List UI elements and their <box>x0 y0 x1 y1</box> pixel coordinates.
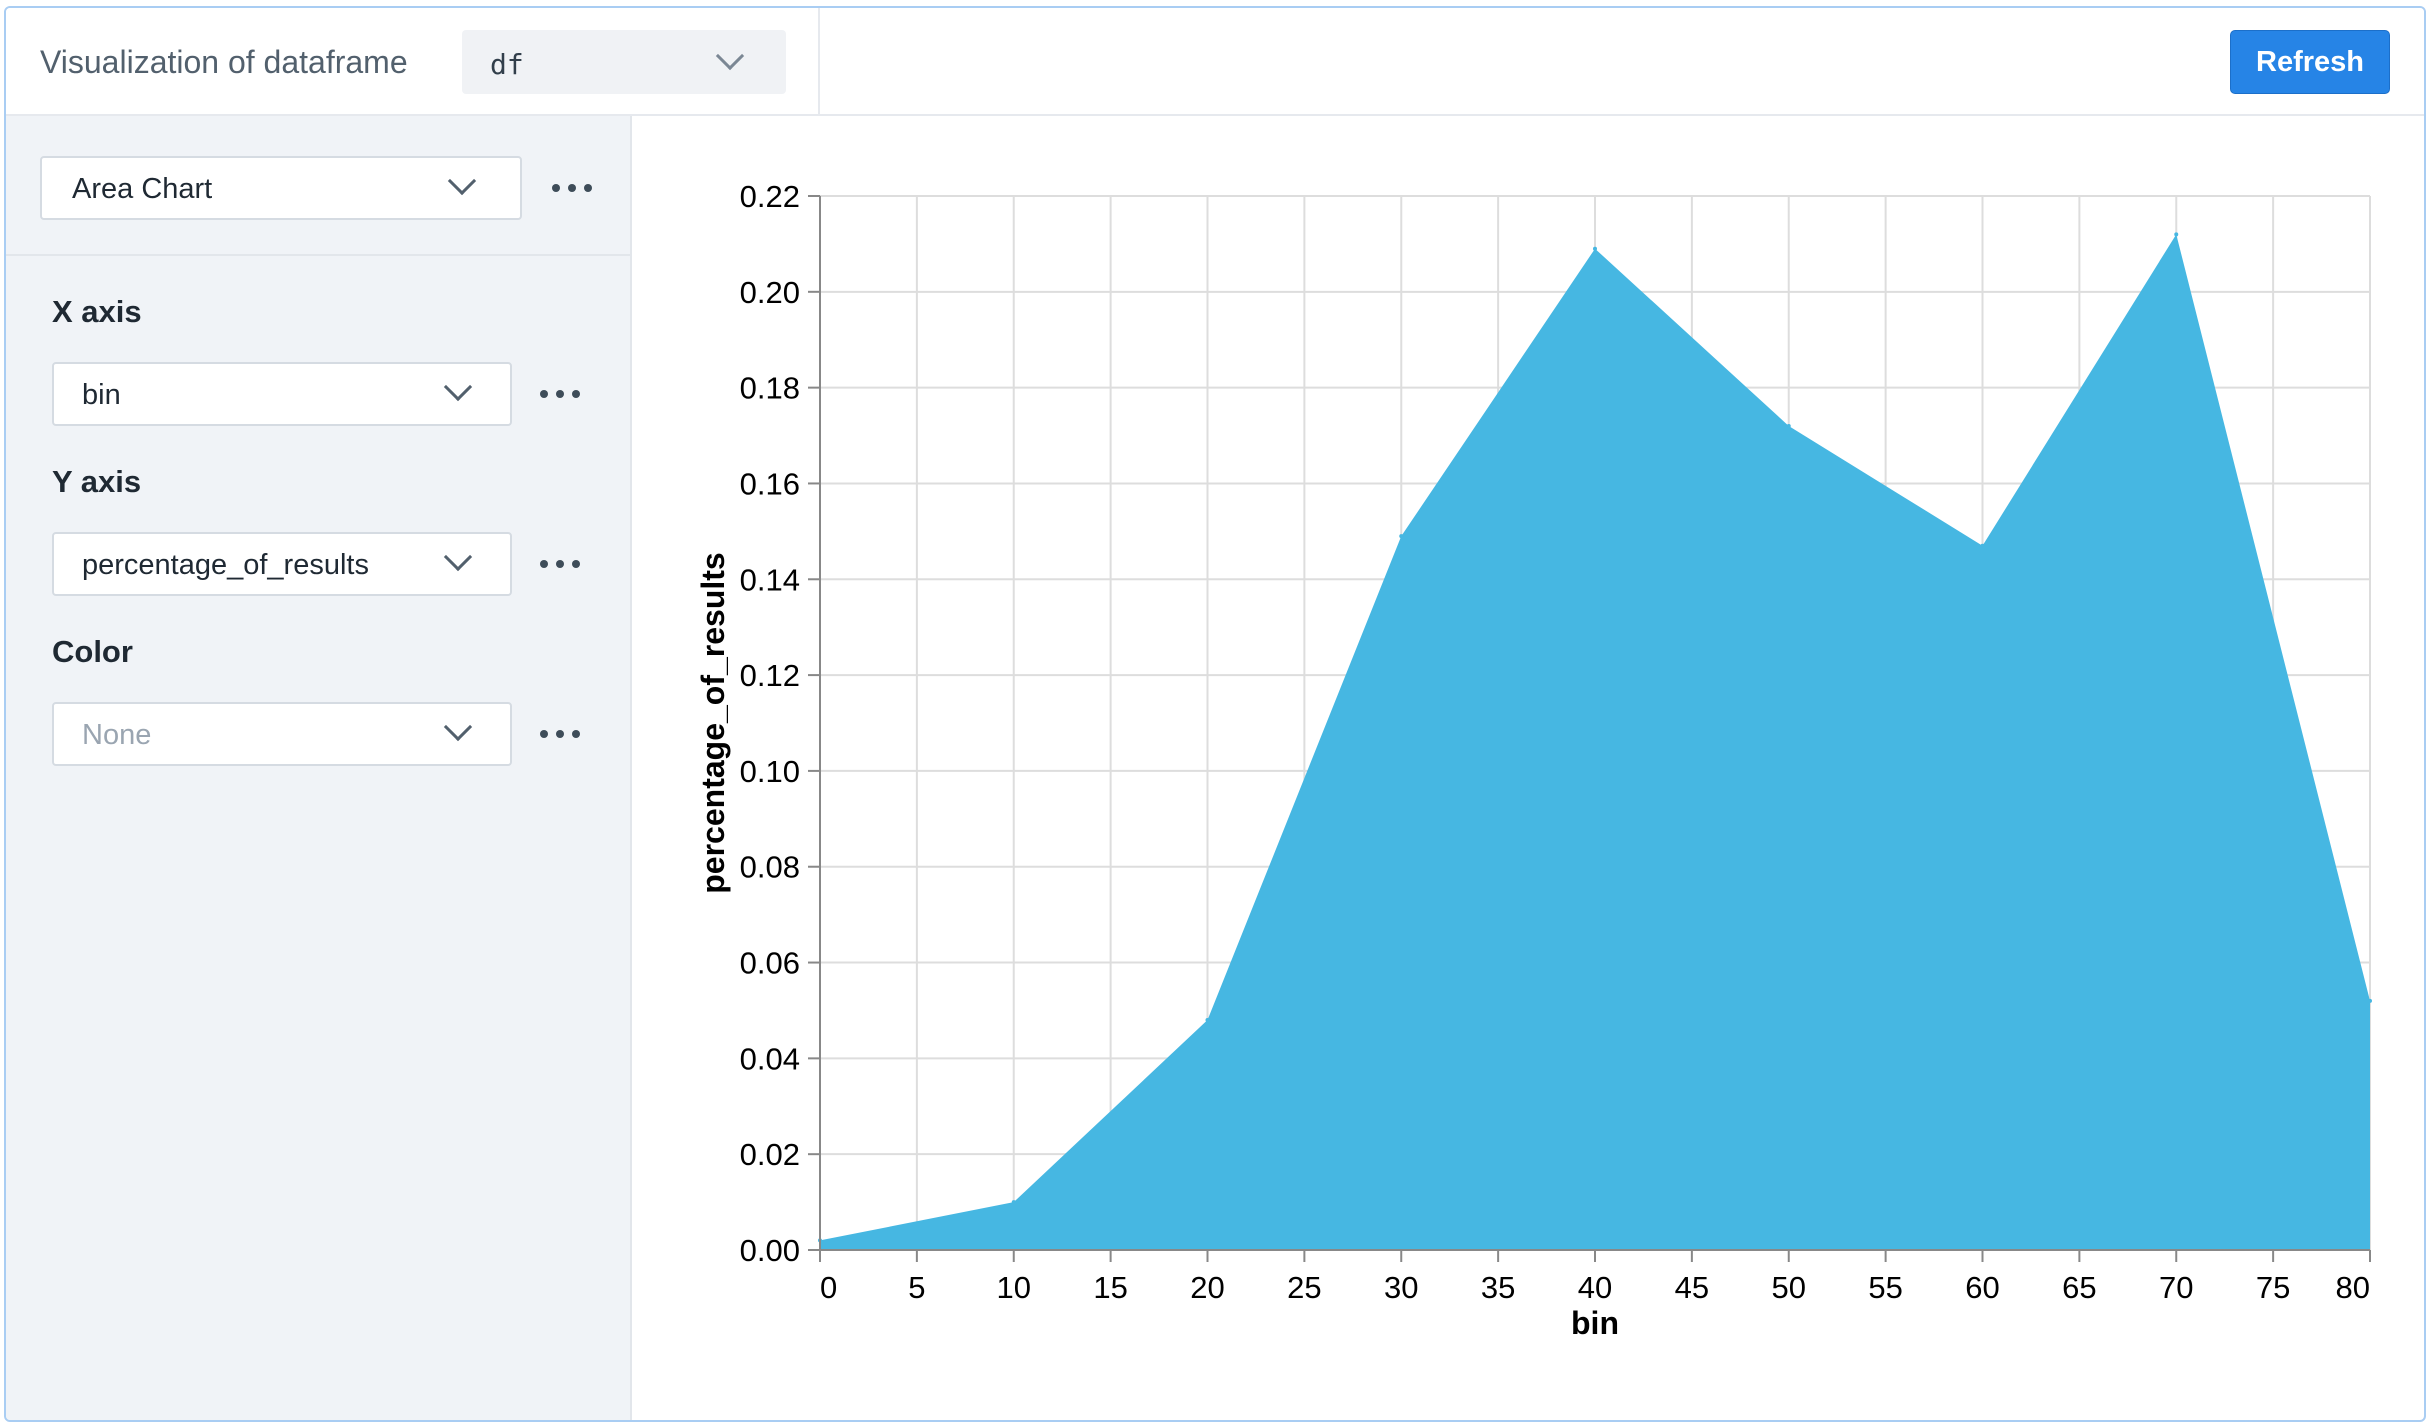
y-axis-more-icon[interactable] <box>540 554 580 574</box>
y-tick-label: 0.14 <box>740 562 800 597</box>
color-more-icon[interactable] <box>540 724 580 744</box>
y-tick-label: 0.08 <box>740 850 800 885</box>
chart-type-value: Area Chart <box>72 173 213 205</box>
x-tick-label: 35 <box>1481 1270 1515 1305</box>
page-title: Visualization of dataframe <box>40 44 408 80</box>
y-axis-value: percentage_of_results <box>82 549 369 581</box>
y-tick-label: 0.02 <box>740 1137 800 1172</box>
data-point <box>1205 1018 1210 1023</box>
x-axis-value: bin <box>82 379 121 411</box>
chart-area: 0 5 10 15 20 25 30 35 40 45 50 55 60 65 70 75 80 0.00 0.02… <box>634 116 2424 1420</box>
data-point <box>1593 246 1597 251</box>
header: Visualization of dataframe df Refresh <box>6 8 2424 116</box>
x-tick-label: 15 <box>1093 1270 1127 1305</box>
y-tick-label: 0.10 <box>740 754 800 789</box>
data-point <box>2368 998 2372 1003</box>
area-chart: 0 5 10 15 20 25 30 35 40 45 50 55 60 65 70 75 80 0.00 0.02… <box>695 179 2372 1341</box>
x-tick-label: 0 <box>820 1270 837 1305</box>
x-tick-label: 60 <box>1965 1270 1999 1305</box>
y-axis-title: percentage_of_results <box>695 552 731 893</box>
y-axis-label: Y axis <box>52 464 142 499</box>
header-left: Visualization of dataframe df <box>6 8 820 114</box>
color-label: Color <box>52 634 133 669</box>
dataframe-select[interactable]: df <box>462 30 786 94</box>
color-select[interactable]: None <box>52 702 512 766</box>
y-tick-label: 0.20 <box>740 275 800 310</box>
y-tick-label: 0.04 <box>740 1041 800 1076</box>
chart-type-row: Area Chart <box>6 116 630 256</box>
data-point <box>1980 543 1985 548</box>
x-tick-label: 30 <box>1384 1270 1418 1305</box>
area-series <box>820 234 2370 1250</box>
x-axis-select[interactable]: bin <box>52 362 512 426</box>
x-tick-label: 80 <box>2336 1270 2370 1305</box>
x-tick-label: 70 <box>2159 1270 2193 1305</box>
x-tick-label: 40 <box>1578 1270 1612 1305</box>
x-tick-label: 75 <box>2256 1270 2290 1305</box>
x-tick-label: 20 <box>1190 1270 1224 1305</box>
chart-type-select[interactable]: Area Chart <box>40 156 522 220</box>
chart-type-more-icon[interactable] <box>552 178 592 198</box>
y-tick-label: 0.22 <box>740 179 800 214</box>
y-tick-label: 0.12 <box>740 658 800 693</box>
chevron-down-icon <box>447 166 477 196</box>
color-placeholder: None <box>82 719 152 751</box>
y-tick-label: 0.06 <box>740 946 800 981</box>
x-tick-label: 5 <box>908 1270 925 1305</box>
dataframe-select-value: df <box>490 48 524 81</box>
x-tick-label: 50 <box>1772 1270 1806 1305</box>
x-tick-label: 65 <box>2062 1270 2096 1305</box>
x-axis-title: bin <box>1571 1305 1619 1341</box>
x-tick-label: 45 <box>1675 1270 1709 1305</box>
sidebar: Area Chart X axis bin Y axis percentage_… <box>6 116 632 1420</box>
x-tick-label: 25 <box>1287 1270 1321 1305</box>
x-axis-more-icon[interactable] <box>540 384 580 404</box>
data-point <box>1011 1200 1016 1205</box>
y-tick-label: 0.00 <box>740 1233 800 1268</box>
y-axis-select[interactable]: percentage_of_results <box>52 532 512 596</box>
y-tick-label: 0.16 <box>740 466 800 501</box>
visualization-window: Visualization of dataframe df Refresh Ar… <box>4 6 2426 1422</box>
chevron-down-icon <box>443 712 473 742</box>
x-tick-label: 55 <box>1868 1270 1902 1305</box>
chevron-down-icon <box>715 41 745 71</box>
x-axis-label: X axis <box>52 294 142 329</box>
refresh-button[interactable]: Refresh <box>2230 30 2390 94</box>
chevron-down-icon <box>443 372 473 402</box>
data-point <box>2174 232 2179 237</box>
data-point <box>1399 534 1404 539</box>
y-tick-label: 0.18 <box>740 371 800 406</box>
x-tick-label: 10 <box>997 1270 1031 1305</box>
chevron-down-icon <box>443 542 473 572</box>
data-point <box>1786 423 1791 428</box>
